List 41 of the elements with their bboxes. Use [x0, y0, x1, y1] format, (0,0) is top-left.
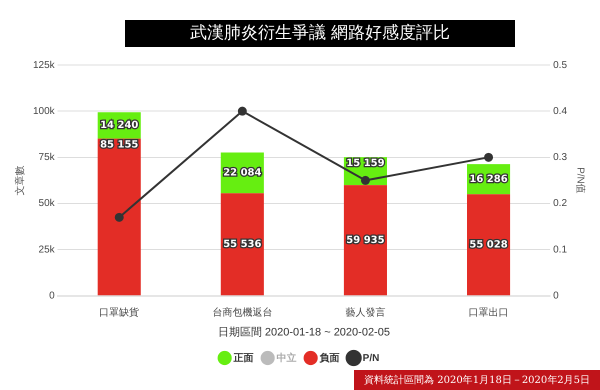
y-tick-label: 125k	[32, 60, 56, 71]
bar	[220, 193, 264, 296]
y2-tick-label: 0.2	[553, 198, 568, 210]
bar	[344, 185, 387, 296]
x-axis-title: 日期區間 2020-01-18 ~ 2020-02-05	[218, 326, 390, 338]
y-tick-label: 25k	[38, 244, 56, 256]
point	[360, 176, 370, 185]
y-tick-label: 50k	[38, 198, 56, 210]
data-label: 14 240	[100, 120, 138, 132]
y2-tick-label: 0	[553, 290, 560, 302]
y2-tick-label: 0.4	[553, 106, 568, 117]
y2-axis-title: P/N值	[574, 167, 586, 194]
data-label: 22 084	[223, 167, 262, 178]
y-tick-label: 100k	[32, 106, 56, 117]
text: 資料統計區間為 2020年1月18日－2020年2月5日	[354, 370, 600, 390]
x-tick-label: 口罩缺貨	[99, 306, 140, 319]
point	[238, 106, 247, 116]
data-label: 59 935	[346, 234, 385, 246]
y-tick-label: 75k	[38, 152, 56, 164]
data-label: 55 028	[469, 239, 508, 250]
y2-tick-label: 0.3	[553, 152, 568, 164]
y-tick-label: 0	[49, 290, 56, 302]
legend-label: 負面	[320, 352, 340, 364]
data-label: 55 536	[223, 238, 262, 250]
y-axis-title: 文章數	[14, 165, 26, 196]
x-tick-label: 口罩出口	[468, 306, 509, 319]
x-tick-label: 藝人發言	[345, 306, 386, 319]
point	[114, 212, 124, 222]
data-label: 15 159	[346, 158, 385, 170]
legend-label: P/N	[362, 352, 380, 364]
y2-tick-label: 0.5	[553, 60, 568, 71]
x-tick-label: 台商包機返台	[212, 306, 272, 319]
legend-label: 中立	[276, 352, 297, 364]
bar	[98, 138, 141, 296]
chart-title: 武漢肺炎衍生爭議 網路好感度評比	[125, 20, 515, 47]
data-label: 16 286	[469, 174, 508, 185]
legend-label: 正面	[232, 352, 254, 364]
data-label: 85 155	[100, 140, 138, 151]
bar	[467, 194, 510, 296]
y2-tick-label: 0.1	[553, 244, 568, 256]
point	[484, 152, 494, 162]
